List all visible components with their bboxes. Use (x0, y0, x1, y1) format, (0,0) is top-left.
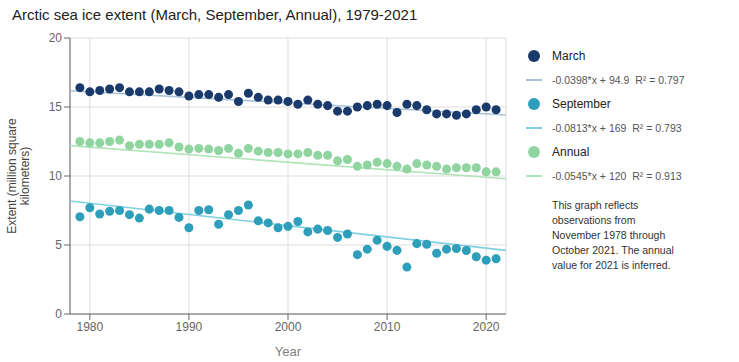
html-text:September: September (552, 97, 611, 111)
svg-text:Extent (million squarekilomete: Extent (million squarekilometers) (8, 118, 32, 234)
svg-text:10: 10 (49, 169, 63, 183)
svg-text:15: 15 (49, 100, 63, 114)
svg-text:2010: 2010 (374, 320, 401, 334)
svg-text:20: 20 (49, 31, 63, 45)
svg-text:5: 5 (55, 238, 62, 252)
html-text:-0.0813*x + 169 R² = 0.793: -0.0813*x + 169 R² = 0.793 (552, 122, 682, 134)
svg-text:Year: Year (275, 344, 302, 359)
svg-text:2020: 2020 (473, 320, 500, 334)
html-text:Annual: Annual (552, 145, 590, 159)
svg-text:1980: 1980 (76, 320, 103, 334)
svg-text:0: 0 (55, 307, 62, 321)
svg-text:1990: 1990 (176, 320, 203, 334)
html-text:-0.0398*x + 94.9 R² = 0.797: -0.0398*x + 94.9 R² = 0.797 (552, 74, 685, 86)
html-text:March: March (552, 49, 586, 63)
svg-text:2000: 2000 (275, 320, 302, 334)
html-text:This graph reflects observatio: This graph reflects observations from No… (552, 199, 674, 271)
html-text:-0.0545*x + 120 R² = 0.913: -0.0545*x + 120 R² = 0.913 (552, 170, 682, 182)
html-text:Arctic sea ice extent (March,: Arctic sea ice extent (March, September,… (12, 6, 418, 23)
